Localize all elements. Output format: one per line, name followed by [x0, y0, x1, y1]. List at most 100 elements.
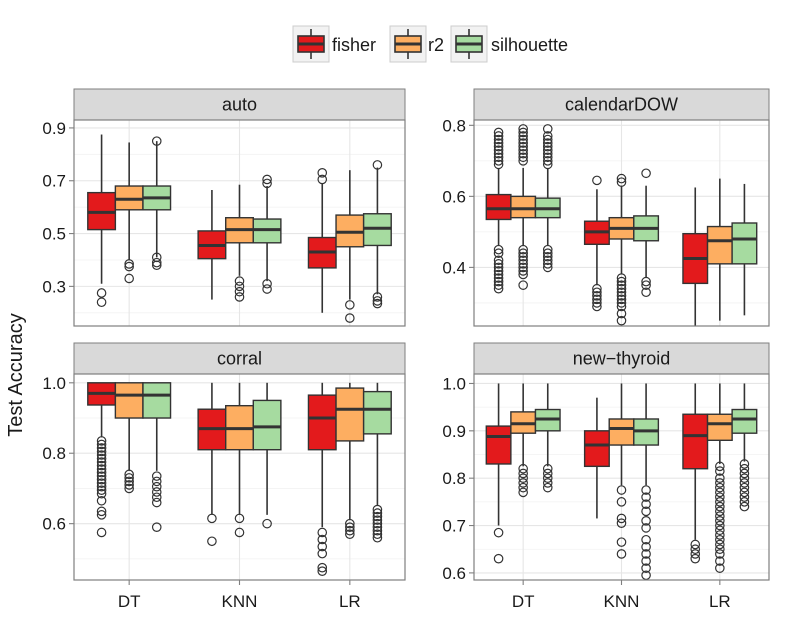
outlier-point [542, 468, 553, 479]
outlier-point [542, 262, 553, 273]
outlier-point [542, 156, 553, 166]
outlier-point [234, 527, 245, 538]
outlier-point [372, 508, 383, 518]
panel-strip [73, 88, 406, 121]
outlier-point [641, 276, 651, 287]
outlier-point [592, 287, 602, 298]
outlier-point [151, 481, 162, 492]
outlier-point [739, 463, 750, 474]
x-tick-label-dt: DT [512, 592, 535, 611]
y-tick-label: 0.9 [442, 422, 466, 441]
outlier-point [96, 478, 107, 488]
outlier-point [372, 511, 383, 522]
outlier-point [493, 152, 504, 163]
outlier-point [124, 469, 134, 480]
box-lr-r2 [706, 178, 733, 321]
outlier-point [518, 473, 528, 483]
outlier-point [641, 168, 651, 179]
outlier-point [493, 273, 504, 283]
outlier-point [616, 513, 627, 524]
y-tick-label: 0.8 [42, 444, 66, 463]
outlier-point [641, 287, 651, 298]
outlier-point [493, 248, 504, 258]
outlier-point [493, 276, 504, 287]
outlier-point [96, 495, 107, 506]
box-knn-silhouette [633, 168, 660, 298]
outlier-point [592, 283, 602, 294]
outlier-point [715, 473, 725, 483]
outlier-point [124, 261, 134, 272]
y-tick-label: 0.8 [442, 116, 466, 135]
outlier-point [715, 525, 725, 536]
box-lr-r2 [706, 383, 733, 573]
outlier-point [518, 152, 528, 163]
legend-label-fisher: fisher [332, 35, 376, 55]
outlier-point [616, 283, 627, 294]
outlier-point [372, 522, 383, 532]
outlier-point [616, 518, 627, 528]
outlier-point [124, 480, 134, 490]
outlier-point [493, 159, 504, 170]
outlier-point [592, 291, 602, 301]
outlier-point [715, 539, 725, 550]
panel-border [473, 119, 770, 327]
outlier-point [493, 244, 504, 255]
outlier-point [372, 298, 383, 309]
outlier-point [493, 131, 504, 141]
outlier-point [542, 482, 553, 493]
box-knn-r2 [608, 383, 635, 559]
outlier-point [542, 248, 553, 258]
outlier-point [262, 518, 272, 529]
outlier-point [616, 298, 627, 308]
outlier-point [739, 501, 750, 512]
outlier-point [345, 313, 355, 323]
outlier-point [96, 450, 107, 460]
box-iqr [307, 394, 337, 451]
outlier-point [518, 131, 528, 141]
outlier-point [151, 492, 162, 503]
outlier-point [641, 534, 651, 545]
y-tick-label: 0.8 [442, 469, 466, 488]
box-iqr [731, 222, 758, 265]
box-iqr [362, 390, 392, 435]
outlier-point [493, 269, 504, 280]
outlier-point [372, 515, 383, 525]
outlier-point [124, 273, 134, 284]
panel-title: new−thyroid [573, 349, 671, 369]
y-tick-label: 0.4 [442, 258, 466, 277]
outlier-point [372, 296, 383, 306]
outlier-point [690, 549, 701, 559]
outlier-point [715, 556, 725, 566]
outlier-point [151, 136, 162, 146]
outlier-point [518, 248, 528, 258]
outlier-point [616, 549, 627, 559]
outlier-point [641, 492, 651, 502]
outlier-point [317, 566, 328, 576]
outlier-point [542, 131, 553, 141]
outlier-point [493, 145, 504, 155]
outlier-point [493, 141, 504, 152]
box-dt-silhouette [534, 383, 561, 493]
box-dt-fisher [87, 382, 117, 538]
x-tick-label-knn: KNN [222, 592, 258, 611]
outlier-point [518, 482, 528, 493]
outlier-point [493, 280, 504, 290]
outlier-point [616, 294, 627, 305]
box-lr-silhouette [731, 183, 758, 316]
outlier-point [518, 280, 528, 290]
outlier-point [715, 549, 725, 559]
outlier-point [317, 527, 328, 538]
y-tick-label: 0.7 [42, 172, 66, 191]
outlier-point [641, 516, 651, 526]
outlier-point [262, 284, 272, 294]
outlier-point [262, 278, 272, 289]
outlier-point [96, 297, 107, 308]
outlier-point [96, 488, 107, 499]
box-knn-r2 [608, 173, 635, 326]
outlier-point [641, 485, 651, 495]
outlier-point [124, 473, 134, 483]
outlier-point [715, 544, 725, 555]
box-dt-silhouette [142, 382, 172, 532]
outlier-point [317, 541, 328, 552]
